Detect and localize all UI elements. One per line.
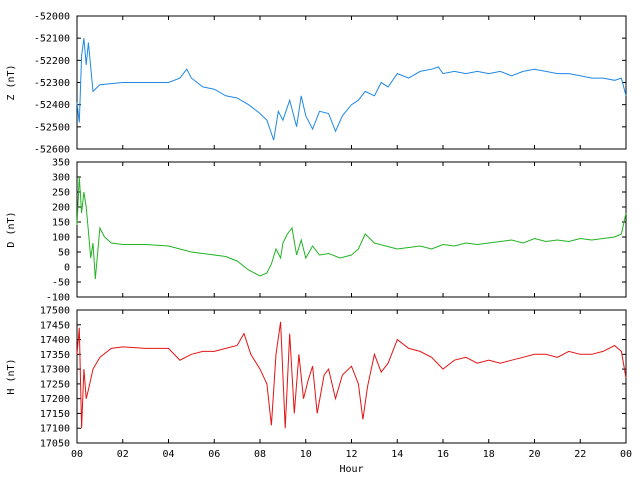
y-tick-label: 17500 [40,306,70,317]
y-tick-label: 150 [52,218,70,229]
series-line [76,321,627,429]
y-tick-label: -100 [46,293,70,304]
y-tick-label: 100 [52,233,70,244]
x-tick-label: 20 [528,449,540,460]
x-axis-label: Hour [339,464,363,475]
y-tick-label: -52400 [34,100,70,111]
y-tick-label: 17400 [40,335,70,346]
x-tick-label: 18 [483,449,495,460]
y-tick-label: 250 [52,188,70,199]
y-tick-label: -52200 [34,56,70,67]
y-axis-label: H (nT) [6,358,17,394]
y-tick-label: -52000 [34,12,70,23]
y-tick-label: -52600 [34,145,70,156]
y-tick-label: 0 [64,263,70,274]
y-tick-label: 17450 [40,320,70,331]
series-line [76,38,627,141]
y-tick-label: -52500 [34,122,70,133]
x-tick-label: 06 [208,449,220,460]
y-tick-label: 17250 [40,379,70,390]
y-tick-label: 50 [58,248,70,259]
y-tick-label: 17300 [40,365,70,376]
y-tick-label: 17200 [40,394,70,405]
x-tick-label: 02 [117,449,129,460]
y-tick-label: 350 [52,158,70,169]
x-tick-label: 00 [620,449,632,460]
y-axis-label: D (nT) [6,211,17,247]
x-tick-label: 12 [345,449,357,460]
x-tick-label: 16 [437,449,449,460]
x-tick-label: 08 [254,449,266,460]
x-tick-label: 22 [574,449,586,460]
y-tick-label: 17050 [40,439,70,450]
panel-frame [76,309,627,444]
y-tick-label: 17350 [40,350,70,361]
y-tick-label: 17150 [40,409,70,420]
y-tick-label: -52300 [34,78,70,89]
x-tick-label: 04 [162,449,174,460]
y-tick-label: 200 [52,203,70,214]
x-tick-label: 10 [300,449,312,460]
y-axis-label: Z (nT) [6,64,17,100]
y-tick-label: 300 [52,173,70,184]
series-line [76,176,627,280]
x-tick-label: 00 [71,449,83,460]
y-tick-label: 17100 [40,424,70,435]
y-tick-label: -50 [52,278,70,289]
x-tick-label: 14 [391,449,403,460]
y-tick-label: -52100 [34,34,70,45]
panel-frame [76,161,627,298]
